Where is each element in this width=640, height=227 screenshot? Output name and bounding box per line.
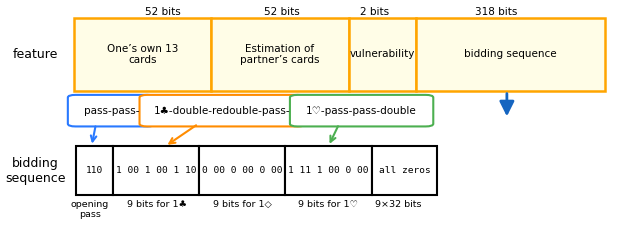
Text: 318 bits: 318 bits [475, 7, 517, 17]
Text: 1 11 1 00 0 00: 1 11 1 00 0 00 [289, 166, 369, 175]
Text: bidding sequence: bidding sequence [464, 49, 557, 59]
Text: feature: feature [13, 48, 58, 61]
Text: 52 bits: 52 bits [145, 7, 181, 17]
FancyBboxPatch shape [290, 95, 433, 126]
Text: 52 bits: 52 bits [264, 7, 300, 17]
FancyBboxPatch shape [76, 146, 113, 195]
Text: 0 00 0 00 0 00: 0 00 0 00 0 00 [202, 166, 282, 175]
Text: all zeros: all zeros [379, 166, 430, 175]
FancyBboxPatch shape [372, 146, 437, 195]
Text: 110: 110 [86, 166, 102, 175]
FancyBboxPatch shape [211, 18, 349, 91]
Text: 9 bits for 1◇: 9 bits for 1◇ [212, 200, 271, 209]
FancyBboxPatch shape [285, 146, 372, 195]
Text: opening
pass: opening pass [70, 200, 109, 219]
Text: bidding
sequence: bidding sequence [5, 157, 65, 185]
Text: 1 00 1 00 1 10: 1 00 1 00 1 10 [116, 166, 196, 175]
FancyBboxPatch shape [113, 146, 199, 195]
Text: 9 bits for 1♣: 9 bits for 1♣ [127, 200, 187, 209]
FancyBboxPatch shape [140, 95, 305, 126]
Text: 9 bits for 1♡: 9 bits for 1♡ [298, 200, 358, 209]
Text: Estimation of
partner’s cards: Estimation of partner’s cards [240, 44, 320, 65]
FancyBboxPatch shape [74, 18, 211, 91]
Text: 2 bits: 2 bits [360, 7, 389, 17]
Text: 1♣-double-redouble-pass-: 1♣-double-redouble-pass- [154, 106, 291, 116]
Text: 1♡-pass-pass-double: 1♡-pass-pass-double [306, 106, 417, 116]
Text: 9×32 bits: 9×32 bits [375, 200, 421, 209]
Text: One’s own 13
cards: One’s own 13 cards [107, 44, 178, 65]
Text: vulnerability: vulnerability [349, 49, 415, 59]
FancyBboxPatch shape [349, 18, 416, 91]
Text: pass-pass-: pass-pass- [84, 106, 139, 116]
FancyBboxPatch shape [68, 95, 155, 126]
FancyBboxPatch shape [416, 18, 605, 91]
FancyBboxPatch shape [199, 146, 285, 195]
